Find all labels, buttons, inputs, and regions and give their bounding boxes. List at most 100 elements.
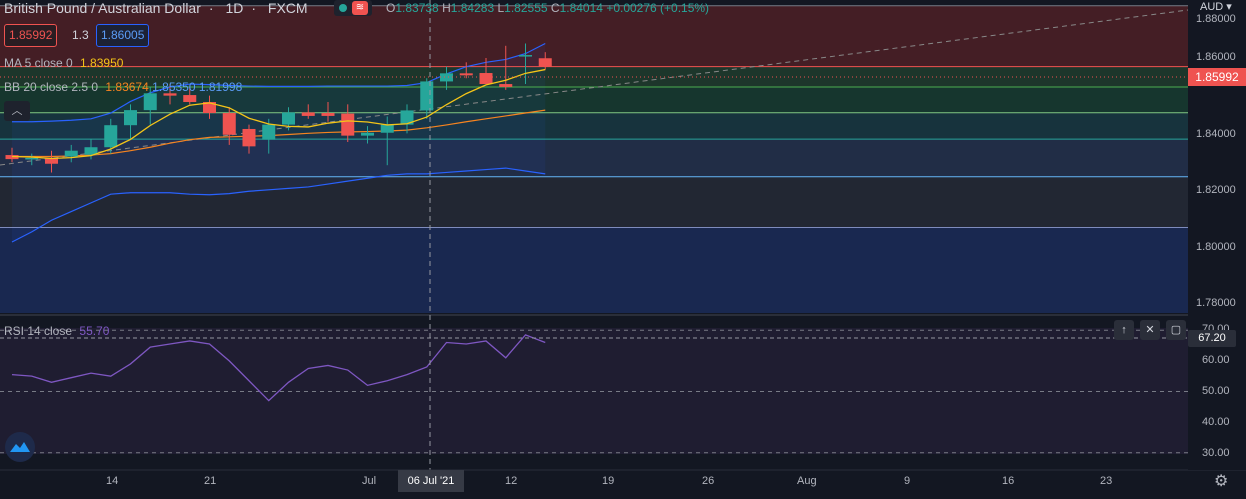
time-label: Aug bbox=[797, 475, 817, 487]
rsi-axis-label: 60.00 bbox=[1202, 354, 1230, 366]
candle bbox=[64, 144, 78, 163]
candle-body bbox=[341, 113, 355, 136]
time-label: 21 bbox=[204, 475, 217, 487]
candle-body bbox=[538, 58, 552, 67]
candle bbox=[321, 102, 335, 122]
high-value: 1.84283 bbox=[450, 1, 495, 15]
candle-body bbox=[104, 125, 118, 148]
candle-body bbox=[124, 110, 137, 126]
candle-body bbox=[222, 113, 236, 135]
rsi-legend[interactable]: RSI 14 close 55.70 bbox=[4, 324, 109, 338]
candle bbox=[440, 66, 453, 90]
candle bbox=[183, 86, 197, 105]
live-market-icon: ≋ bbox=[352, 1, 368, 15]
fib-zone bbox=[0, 5, 1188, 67]
candle bbox=[222, 107, 236, 145]
time-label: 14 bbox=[106, 475, 119, 487]
gear-icon[interactable]: ⚙ bbox=[1214, 473, 1229, 490]
candle bbox=[143, 86, 157, 125]
collapse-legend-button[interactable]: ︿ bbox=[4, 101, 30, 121]
candle-body bbox=[64, 150, 78, 157]
candle-body bbox=[459, 73, 473, 76]
candle-body bbox=[361, 132, 374, 136]
candle-body bbox=[301, 112, 315, 116]
time-label: 26 bbox=[702, 475, 715, 487]
candle bbox=[479, 57, 493, 85]
bb-basis-value: 1.83674 bbox=[105, 80, 149, 94]
close-value: 1.84014 bbox=[559, 1, 603, 15]
candle-body bbox=[282, 112, 295, 125]
rsi-crosshair-tag: 67.20 bbox=[1188, 330, 1236, 347]
close-pane-button[interactable]: ✕ bbox=[1140, 320, 1160, 340]
candle-body bbox=[479, 73, 493, 85]
fib-zone bbox=[0, 86, 1188, 113]
fib-zone bbox=[0, 227, 1188, 313]
sell-button[interactable]: 1.85992 bbox=[4, 24, 58, 47]
time-label: 23 bbox=[1100, 475, 1113, 487]
candle-body bbox=[380, 124, 394, 133]
crosshair-date-tag: 06 Jul '21 bbox=[398, 470, 464, 492]
time-label: 9 bbox=[904, 475, 911, 487]
candle bbox=[104, 118, 118, 154]
bb-legend[interactable]: BB 20 close 2.5 0 1.83674 1.85350 1.8199… bbox=[4, 80, 242, 94]
fib-zone bbox=[0, 66, 1188, 87]
candle bbox=[341, 104, 355, 143]
candle-body bbox=[25, 157, 39, 160]
rsi-axis-label: 40.00 bbox=[1202, 416, 1230, 428]
rsi-name: RSI 14 close bbox=[4, 324, 73, 338]
maximize-icon: ▢ bbox=[1170, 324, 1182, 336]
bb-name: BB 20 close 2.5 0 bbox=[4, 80, 99, 94]
buy-button[interactable]: 1.86005 bbox=[96, 24, 150, 47]
symbol-header[interactable]: British Pound / Australian Dollar · 1D · F… bbox=[4, 0, 308, 16]
ma-value: 1.83950 bbox=[80, 56, 124, 70]
rsi-levels bbox=[0, 329, 1188, 454]
chevron-down-icon: ▾ bbox=[1226, 1, 1232, 13]
fib-zone bbox=[0, 112, 1188, 140]
candle-body bbox=[321, 113, 335, 116]
ma-legend[interactable]: MA 5 close 0 1.83950 bbox=[4, 56, 123, 70]
bb-basis-line bbox=[12, 109, 546, 158]
chevron-up-icon: ︿ bbox=[11, 105, 23, 117]
maximize-pane-button[interactable]: ▢ bbox=[1166, 320, 1186, 340]
candles bbox=[5, 43, 552, 173]
ma5-line bbox=[11, 68, 546, 160]
market-status-badge[interactable]: ≋ bbox=[334, 0, 372, 16]
move-pane-up-button[interactable]: ↑ bbox=[1114, 320, 1134, 340]
price-label: 1.86000 bbox=[1196, 51, 1236, 63]
arrow-up-icon: ↑ bbox=[1121, 324, 1127, 336]
price-label: 1.80000 bbox=[1196, 241, 1236, 253]
tradingview-logo-icon[interactable] bbox=[5, 432, 35, 462]
currency-selector[interactable]: AUD ▾ bbox=[1200, 1, 1232, 13]
candle-body bbox=[45, 157, 58, 164]
time-label: 19 bbox=[602, 475, 615, 487]
candle-body bbox=[163, 93, 177, 96]
time-label: 16 bbox=[1002, 475, 1015, 487]
candle bbox=[499, 45, 513, 90]
fibonacci-zones bbox=[0, 5, 1188, 313]
candle-body bbox=[420, 81, 434, 111]
candle-body bbox=[400, 110, 414, 125]
candle-body bbox=[183, 95, 197, 103]
symbol-name[interactable]: British Pound / Australian Dollar bbox=[4, 0, 201, 16]
fib-zone bbox=[0, 176, 1188, 228]
rsi-axis-label: 30.00 bbox=[1202, 447, 1230, 459]
rsi-axis-label: 50.00 bbox=[1202, 385, 1230, 397]
ohlc-legend: O1.83738 H1.84283 L1.82555 C1.84014 +0.0… bbox=[386, 1, 710, 15]
bb-upper-value: 1.85350 bbox=[152, 80, 196, 94]
close-icon: ✕ bbox=[1145, 324, 1155, 336]
candle bbox=[45, 150, 58, 173]
open-value: 1.83738 bbox=[395, 1, 439, 15]
candle bbox=[459, 62, 473, 79]
rsi-value: 55.70 bbox=[79, 324, 110, 338]
candle bbox=[242, 124, 256, 154]
ma-name: MA 5 close 0 bbox=[4, 56, 73, 70]
candle-body bbox=[440, 73, 453, 82]
candle-body bbox=[262, 124, 276, 140]
interval-label[interactable]: 1D bbox=[225, 0, 244, 16]
market-open-icon bbox=[339, 4, 347, 12]
candle bbox=[538, 52, 552, 70]
candle bbox=[400, 104, 414, 134]
candle bbox=[361, 126, 374, 144]
candle bbox=[124, 104, 137, 140]
